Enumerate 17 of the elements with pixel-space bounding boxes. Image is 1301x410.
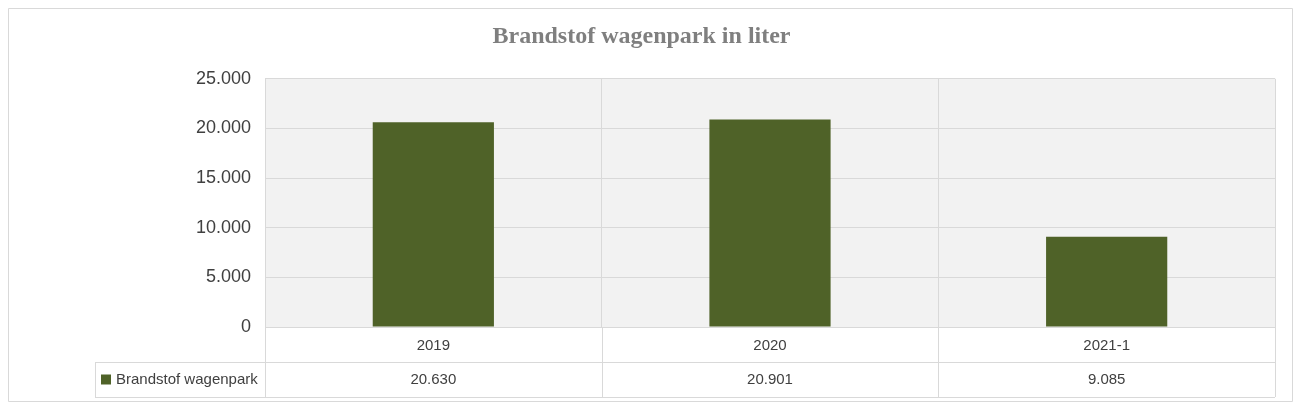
y-tick-label: 20.000 xyxy=(195,117,251,138)
data-label: 20.901 xyxy=(747,369,793,387)
data-label: 20.630 xyxy=(410,369,457,387)
x-tick-label: 2021-1 xyxy=(1083,336,1131,354)
bar xyxy=(372,122,494,327)
y-tick-label: 0 xyxy=(240,315,251,336)
x-tick-label: 2019 xyxy=(416,336,451,354)
bar xyxy=(1046,236,1168,327)
y-tick-label: 10.000 xyxy=(195,216,251,237)
chart-title: Brandstof wagenpark in liter xyxy=(492,21,791,48)
y-tick-label: 15.000 xyxy=(195,167,251,188)
legend-label: Brandstof wagenpark xyxy=(116,369,259,387)
bar xyxy=(709,119,831,327)
data-label: 9.085 xyxy=(1087,369,1126,387)
y-tick-label: 5.000 xyxy=(205,266,251,287)
x-tick-label: 2020 xyxy=(753,336,787,354)
y-tick-label: 25.000 xyxy=(195,67,251,88)
